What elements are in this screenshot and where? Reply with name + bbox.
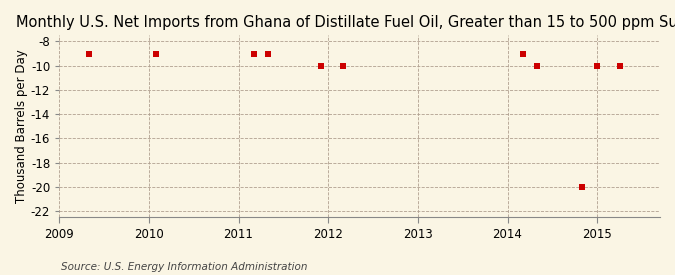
Point: [248, 51, 259, 56]
Point: [84, 51, 95, 56]
Point: [338, 64, 349, 68]
Y-axis label: Thousand Barrels per Day: Thousand Barrels per Day: [15, 50, 28, 203]
Text: Source: U.S. Energy Information Administration: Source: U.S. Energy Information Administ…: [61, 262, 307, 272]
Point: [518, 51, 529, 56]
Point: [592, 64, 603, 68]
Point: [316, 64, 327, 68]
Point: [151, 51, 161, 56]
Point: [263, 51, 273, 56]
Point: [576, 185, 587, 189]
Point: [532, 64, 543, 68]
Point: [614, 64, 625, 68]
Title: Monthly U.S. Net Imports from Ghana of Distillate Fuel Oil, Greater than 15 to 5: Monthly U.S. Net Imports from Ghana of D…: [16, 15, 675, 30]
